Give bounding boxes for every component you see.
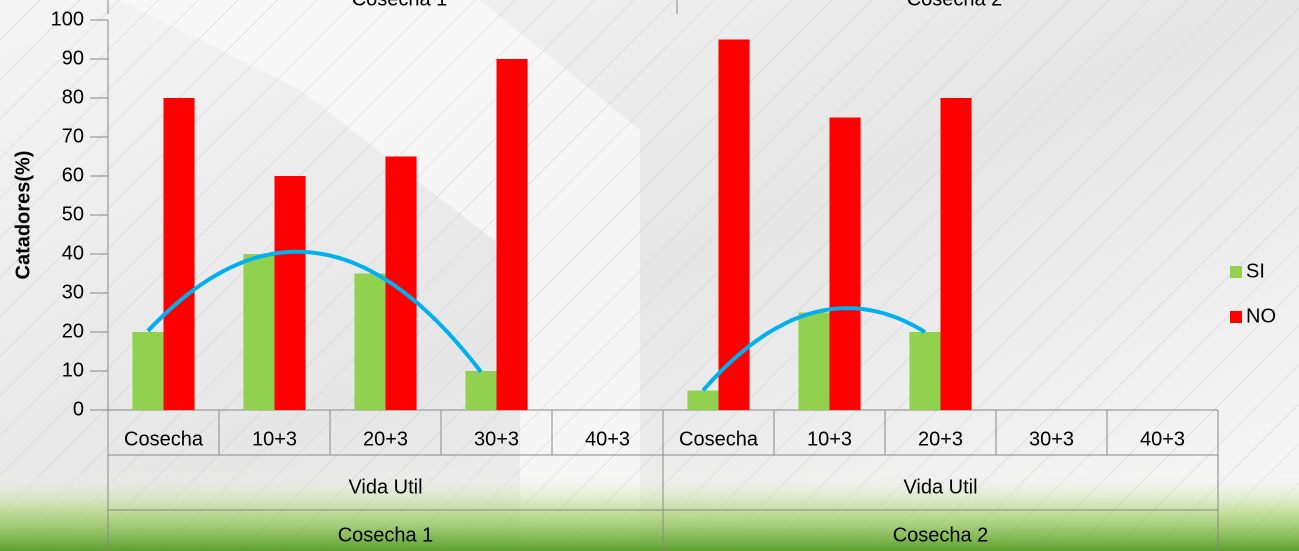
bar xyxy=(909,332,941,410)
bar xyxy=(798,312,830,410)
y-tick-label: 60 xyxy=(62,164,84,186)
bar xyxy=(829,117,861,410)
group-top-label: Cosecha 2 xyxy=(907,0,1003,10)
trendline xyxy=(701,306,927,392)
legend-label: NO xyxy=(1246,305,1276,327)
group-top-label: Cosecha 1 xyxy=(352,0,448,10)
bar xyxy=(465,371,497,410)
y-tick-label: 20 xyxy=(62,320,84,342)
y-tick-label: 0 xyxy=(73,398,84,420)
bar xyxy=(496,59,528,410)
y-tick-label: 70 xyxy=(62,125,84,147)
y-tick-label: 30 xyxy=(62,281,84,303)
x-tick-label: 20+3 xyxy=(918,428,963,450)
y-tick-label: 10 xyxy=(62,359,84,381)
x-tick-label: Cosecha xyxy=(124,428,204,450)
bar xyxy=(132,332,164,410)
y-axis-label: Catadores(%) xyxy=(12,151,34,280)
bar xyxy=(718,39,750,410)
group-sub-label: Vida Util xyxy=(903,476,977,498)
trendline xyxy=(146,249,483,374)
x-tick-label: 10+3 xyxy=(252,428,297,450)
bar xyxy=(274,176,306,410)
x-tick-label: Cosecha xyxy=(679,428,759,450)
y-tick-label: 100 xyxy=(51,8,84,30)
x-tick-label: 30+3 xyxy=(1029,428,1074,450)
x-tick-label: 10+3 xyxy=(807,428,852,450)
y-tick-label: 90 xyxy=(62,47,84,69)
legend-swatch xyxy=(1230,266,1242,278)
group-label: Cosecha 2 xyxy=(893,524,989,546)
bar xyxy=(687,390,719,410)
y-tick-label: 50 xyxy=(62,203,84,225)
bar xyxy=(163,98,195,410)
bar xyxy=(354,273,386,410)
x-tick-label: 30+3 xyxy=(474,428,519,450)
bar xyxy=(940,98,972,410)
x-tick-label: 40+3 xyxy=(1140,428,1185,450)
x-tick-label: 40+3 xyxy=(585,428,630,450)
y-tick-label: 80 xyxy=(62,86,84,108)
group-label: Cosecha 1 xyxy=(338,524,434,546)
bar xyxy=(243,254,275,410)
legend-swatch xyxy=(1230,311,1242,323)
x-tick-label: 20+3 xyxy=(363,428,408,450)
group-sub-label: Vida Util xyxy=(348,476,422,498)
y-tick-label: 40 xyxy=(62,242,84,264)
legend-label: SI xyxy=(1246,260,1265,282)
